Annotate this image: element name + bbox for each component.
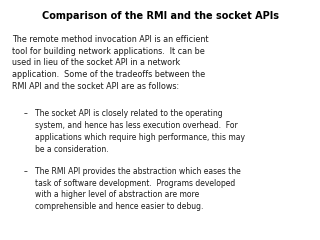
Text: The RMI API provides the abstraction which eases the
task of software developmen: The RMI API provides the abstraction whi… xyxy=(35,167,240,211)
Text: –: – xyxy=(24,109,28,118)
Text: –: – xyxy=(24,167,28,176)
Text: The socket API is closely related to the operating
system, and hence has less ex: The socket API is closely related to the… xyxy=(35,109,244,154)
Text: The remote method invocation API is an efficient
tool for building network appli: The remote method invocation API is an e… xyxy=(12,35,209,91)
Text: Comparison of the RMI and the socket APIs: Comparison of the RMI and the socket API… xyxy=(42,11,278,21)
